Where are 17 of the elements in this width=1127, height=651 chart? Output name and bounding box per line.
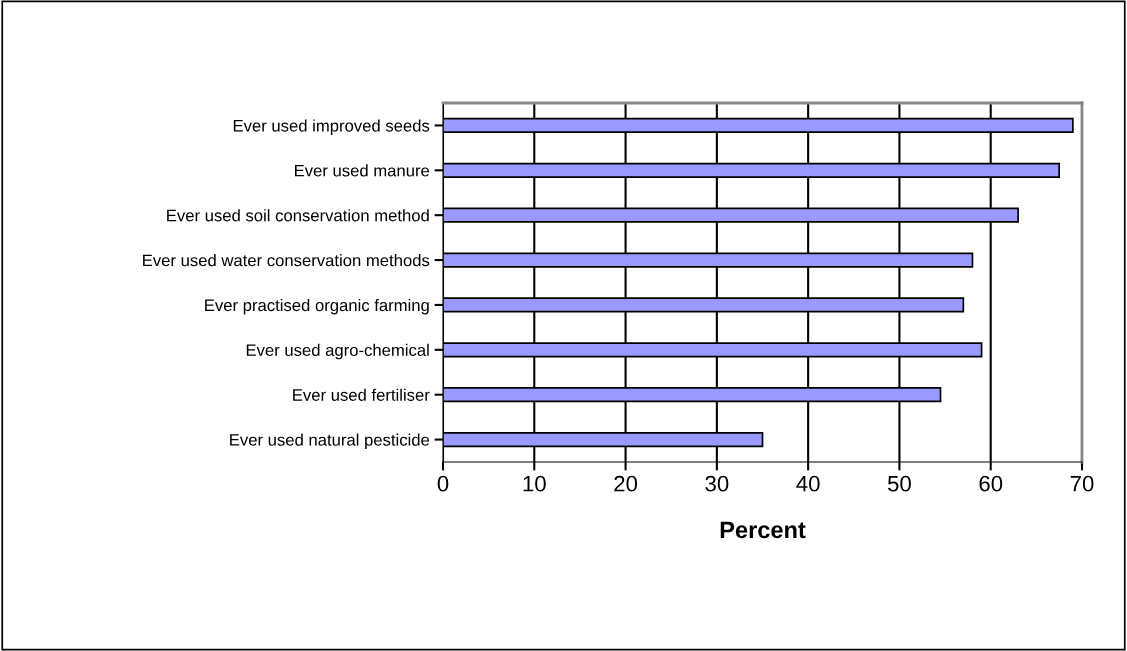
x-tick-label: 70 — [1070, 475, 1094, 492]
x-tick-label: 30 — [705, 475, 729, 492]
x-tick-label: 0 — [437, 475, 449, 492]
y-tick-label: Ever used soil conservation method — [167, 209, 429, 222]
y-tick-label: Ever used improved seeds — [233, 119, 430, 135]
x-tick-label: 40 — [796, 475, 820, 492]
y-tick-label: Ever used fertiliser — [293, 388, 430, 401]
x-axis-title: Percent — [720, 521, 806, 539]
x-tick-label: 20 — [614, 475, 638, 492]
y-tick-label: Ever used natural pesticide — [230, 433, 430, 450]
x-tick-label: 50 — [887, 475, 911, 492]
y-tick-label: Ever used water conservation methods — [143, 254, 430, 267]
y-tick-label: Ever used agro-chemical — [246, 343, 429, 360]
y-tick-label: Ever practised organic farming — [205, 298, 429, 315]
y-tick-label: Ever used manure — [295, 164, 430, 177]
x-tick-label: 10 — [523, 475, 546, 492]
x-tick-label: 60 — [979, 475, 1003, 492]
